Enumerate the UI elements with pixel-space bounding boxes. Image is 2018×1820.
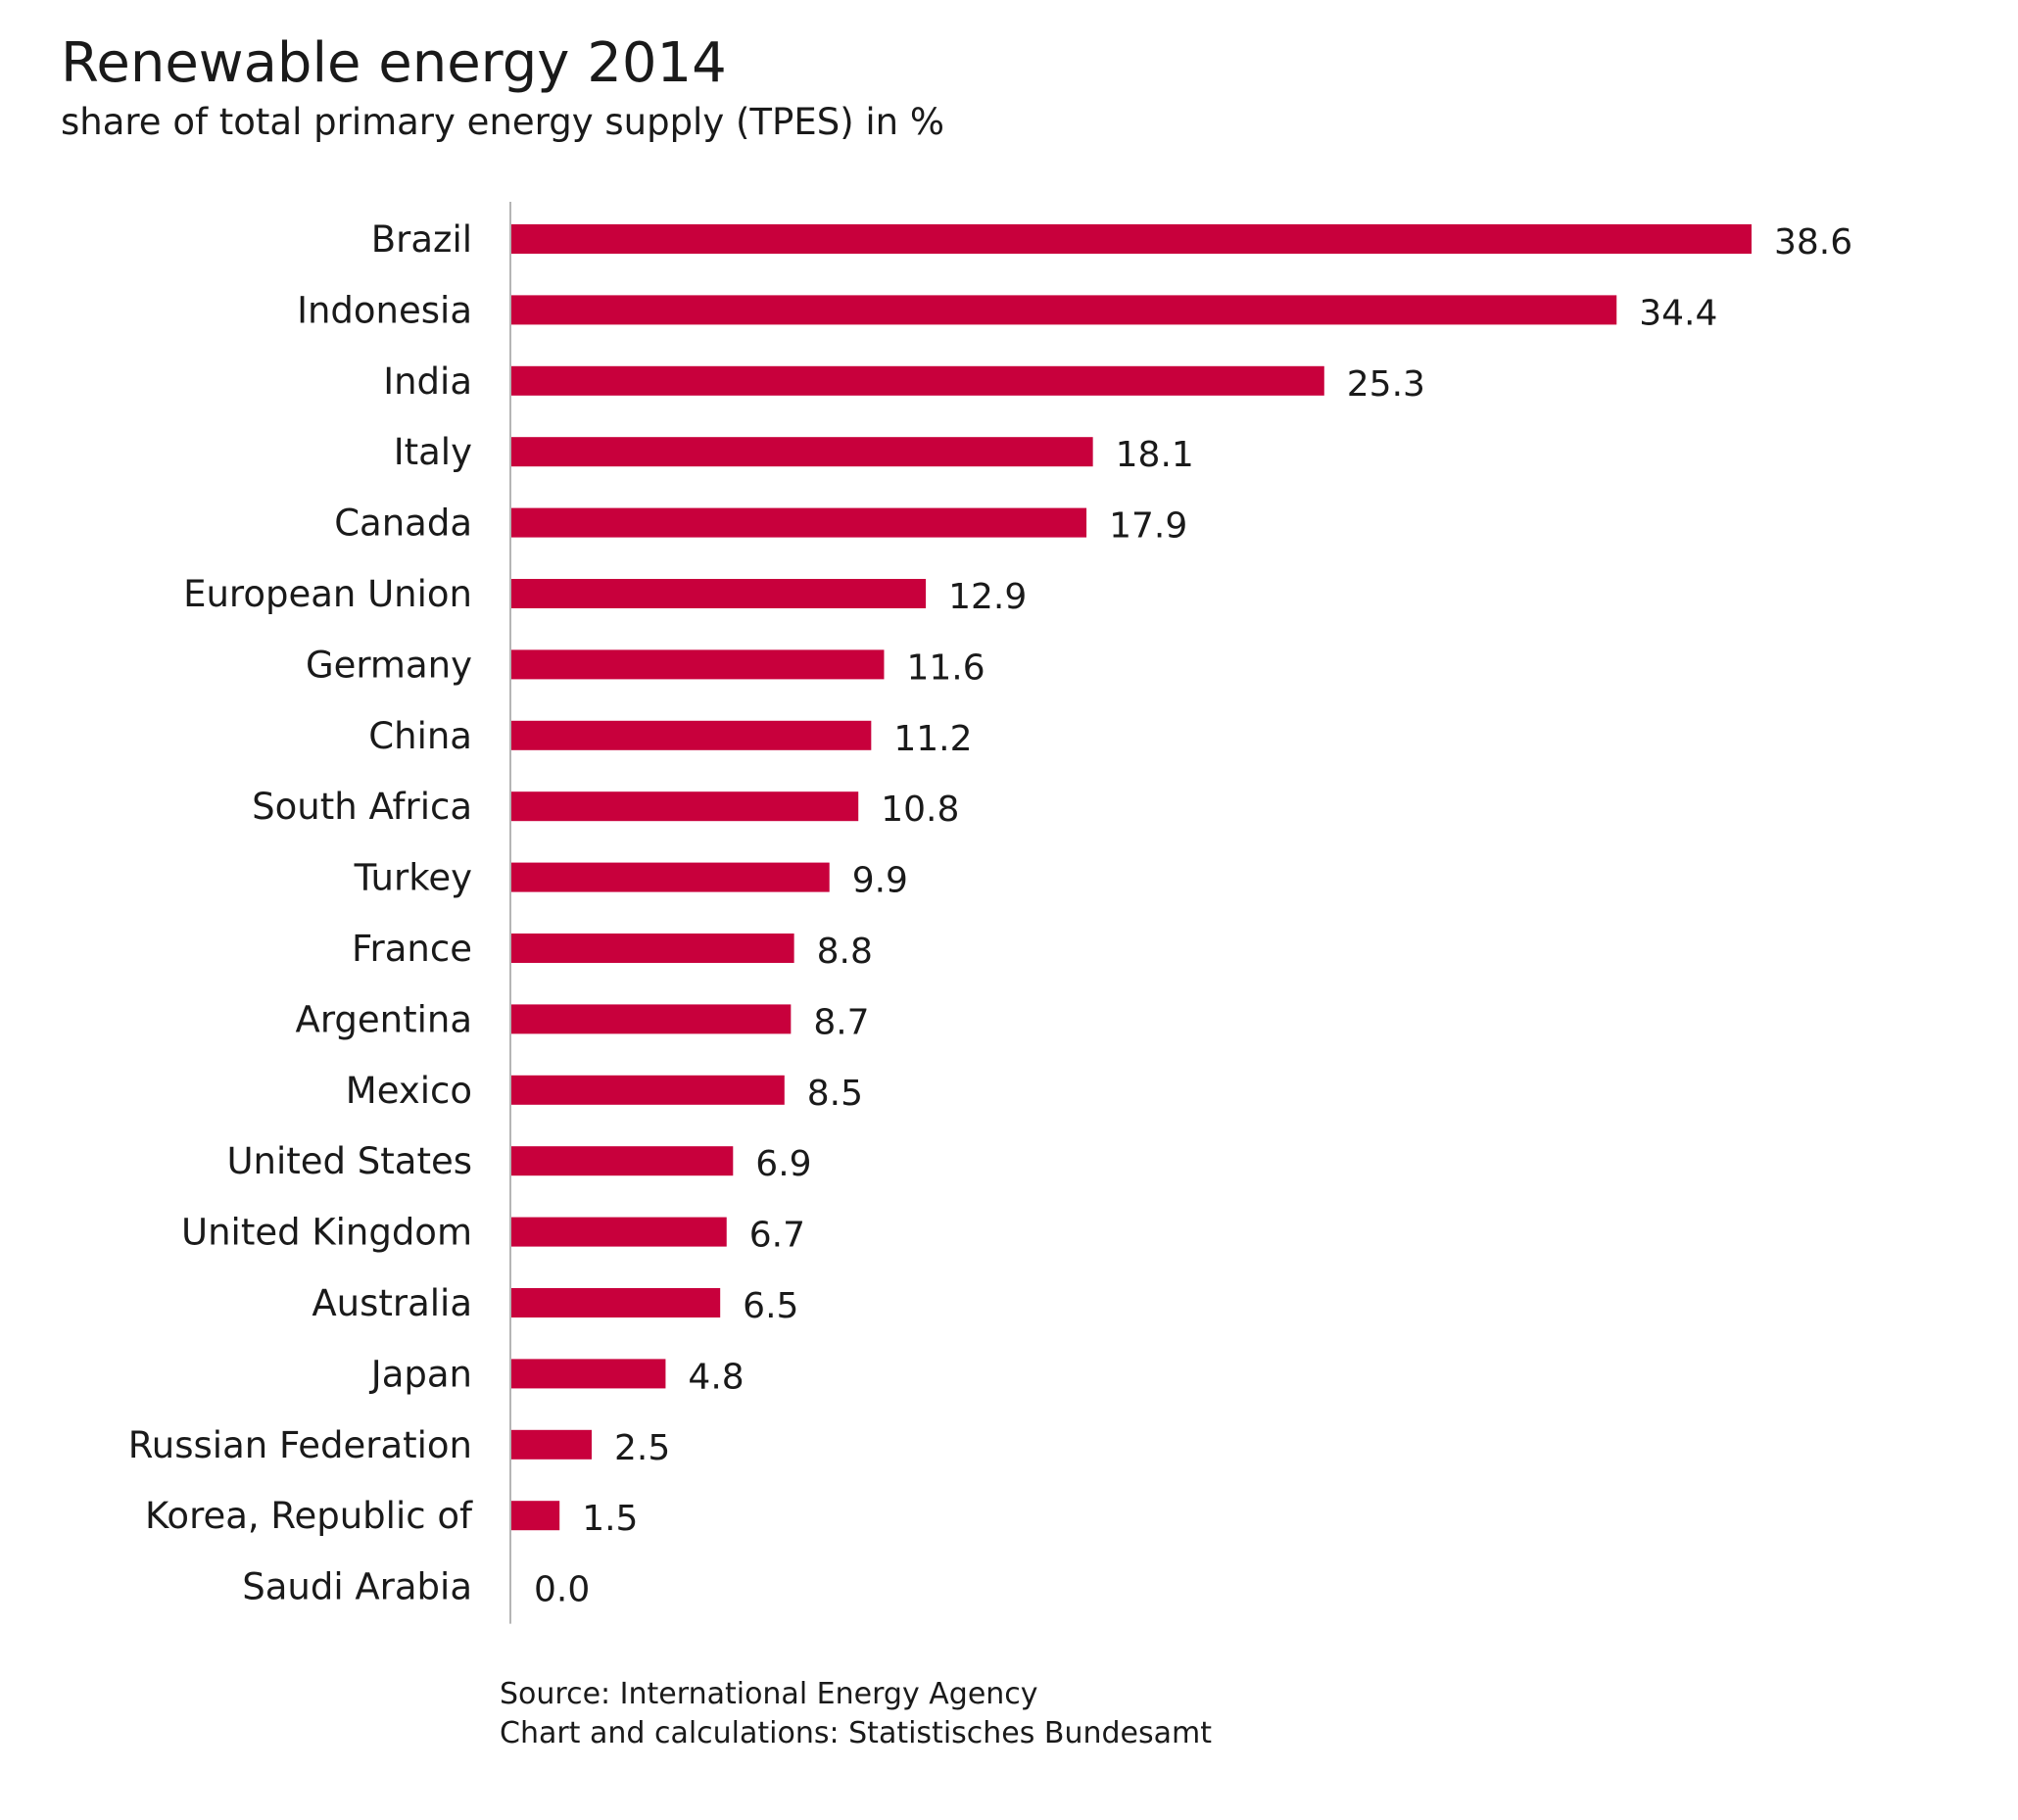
- bar: [511, 1429, 592, 1460]
- data-label: 1.5: [582, 1499, 638, 1539]
- category-label: India: [383, 360, 472, 403]
- category-label: France: [352, 928, 472, 970]
- data-label: 2.5: [614, 1428, 670, 1468]
- category-label: Turkey: [354, 857, 472, 899]
- bar: [511, 1075, 785, 1105]
- category-label: Brazil: [371, 218, 472, 261]
- bar: [511, 1217, 727, 1247]
- source-line: Source: International Energy Agency: [500, 1677, 1038, 1711]
- bar: [511, 1501, 560, 1531]
- bar: [511, 295, 1617, 325]
- bar: [511, 862, 830, 892]
- category-label: China: [368, 715, 472, 757]
- category-label: Australia: [312, 1282, 472, 1324]
- chart-source: Source: International Energy Agency Char…: [500, 1675, 1212, 1753]
- category-label: Japan: [369, 1353, 472, 1395]
- category-label: Saudi Arabia: [242, 1566, 472, 1608]
- data-label: 6.7: [749, 1216, 805, 1256]
- bar: [511, 365, 1324, 396]
- category-label: Canada: [334, 503, 472, 545]
- data-label: 18.1: [1116, 435, 1194, 475]
- category-label: Indonesia: [297, 289, 472, 331]
- data-label: 9.9: [852, 861, 908, 901]
- bar: [511, 1146, 734, 1176]
- category-label: European Union: [183, 573, 472, 615]
- data-label: 25.3: [1347, 364, 1425, 405]
- bar: [511, 791, 859, 822]
- bar: [511, 934, 794, 963]
- data-label: 38.6: [1774, 222, 1852, 263]
- data-label: 34.4: [1639, 293, 1717, 333]
- bar: [511, 579, 927, 608]
- bar-chart: Brazil 38.6 Indonesia 34.4 India 25.3 Italy 18.…: [128, 202, 1852, 1624]
- data-label: 8.5: [807, 1074, 863, 1114]
- category-label: United Kingdom: [181, 1212, 472, 1254]
- bars-group: Brazil 38.6 Indonesia 34.4 India 25.3 Italy 18.…: [128, 218, 1852, 1610]
- data-label: 10.8: [881, 790, 959, 830]
- data-label: 8.7: [813, 1002, 869, 1042]
- data-label: 17.9: [1109, 506, 1187, 547]
- category-label: Mexico: [346, 1070, 472, 1112]
- data-label: 6.9: [755, 1144, 811, 1184]
- credit-line: Chart and calculations: Statistisches Bu…: [500, 1716, 1213, 1750]
- bar: [511, 649, 885, 680]
- chart-subtitle: share of total primary energy supply (TP…: [61, 101, 945, 143]
- category-label: Korea, Republic of: [145, 1495, 473, 1537]
- bar: [511, 437, 1093, 467]
- bar: [511, 224, 1752, 254]
- data-label: 8.8: [817, 932, 873, 972]
- data-label: 4.8: [688, 1357, 744, 1397]
- data-label: 11.2: [893, 719, 972, 759]
- data-label: 12.9: [948, 577, 1027, 617]
- category-label: South Africa: [252, 786, 472, 828]
- category-label: Germany: [306, 644, 472, 686]
- bar: [511, 1359, 666, 1389]
- data-label: 6.5: [743, 1286, 798, 1326]
- category-label: United States: [226, 1140, 472, 1182]
- category-label: Russian Federation: [128, 1424, 472, 1466]
- category-label: Argentina: [296, 998, 472, 1040]
- bar: [511, 1004, 792, 1034]
- chart-title: Renewable energy 2014: [61, 31, 727, 95]
- data-label: 0.0: [534, 1570, 590, 1610]
- bar: [511, 1288, 721, 1317]
- bar: [511, 507, 1087, 538]
- bar: [511, 720, 872, 750]
- category-label: Italy: [394, 431, 472, 473]
- data-label: 11.6: [906, 647, 985, 688]
